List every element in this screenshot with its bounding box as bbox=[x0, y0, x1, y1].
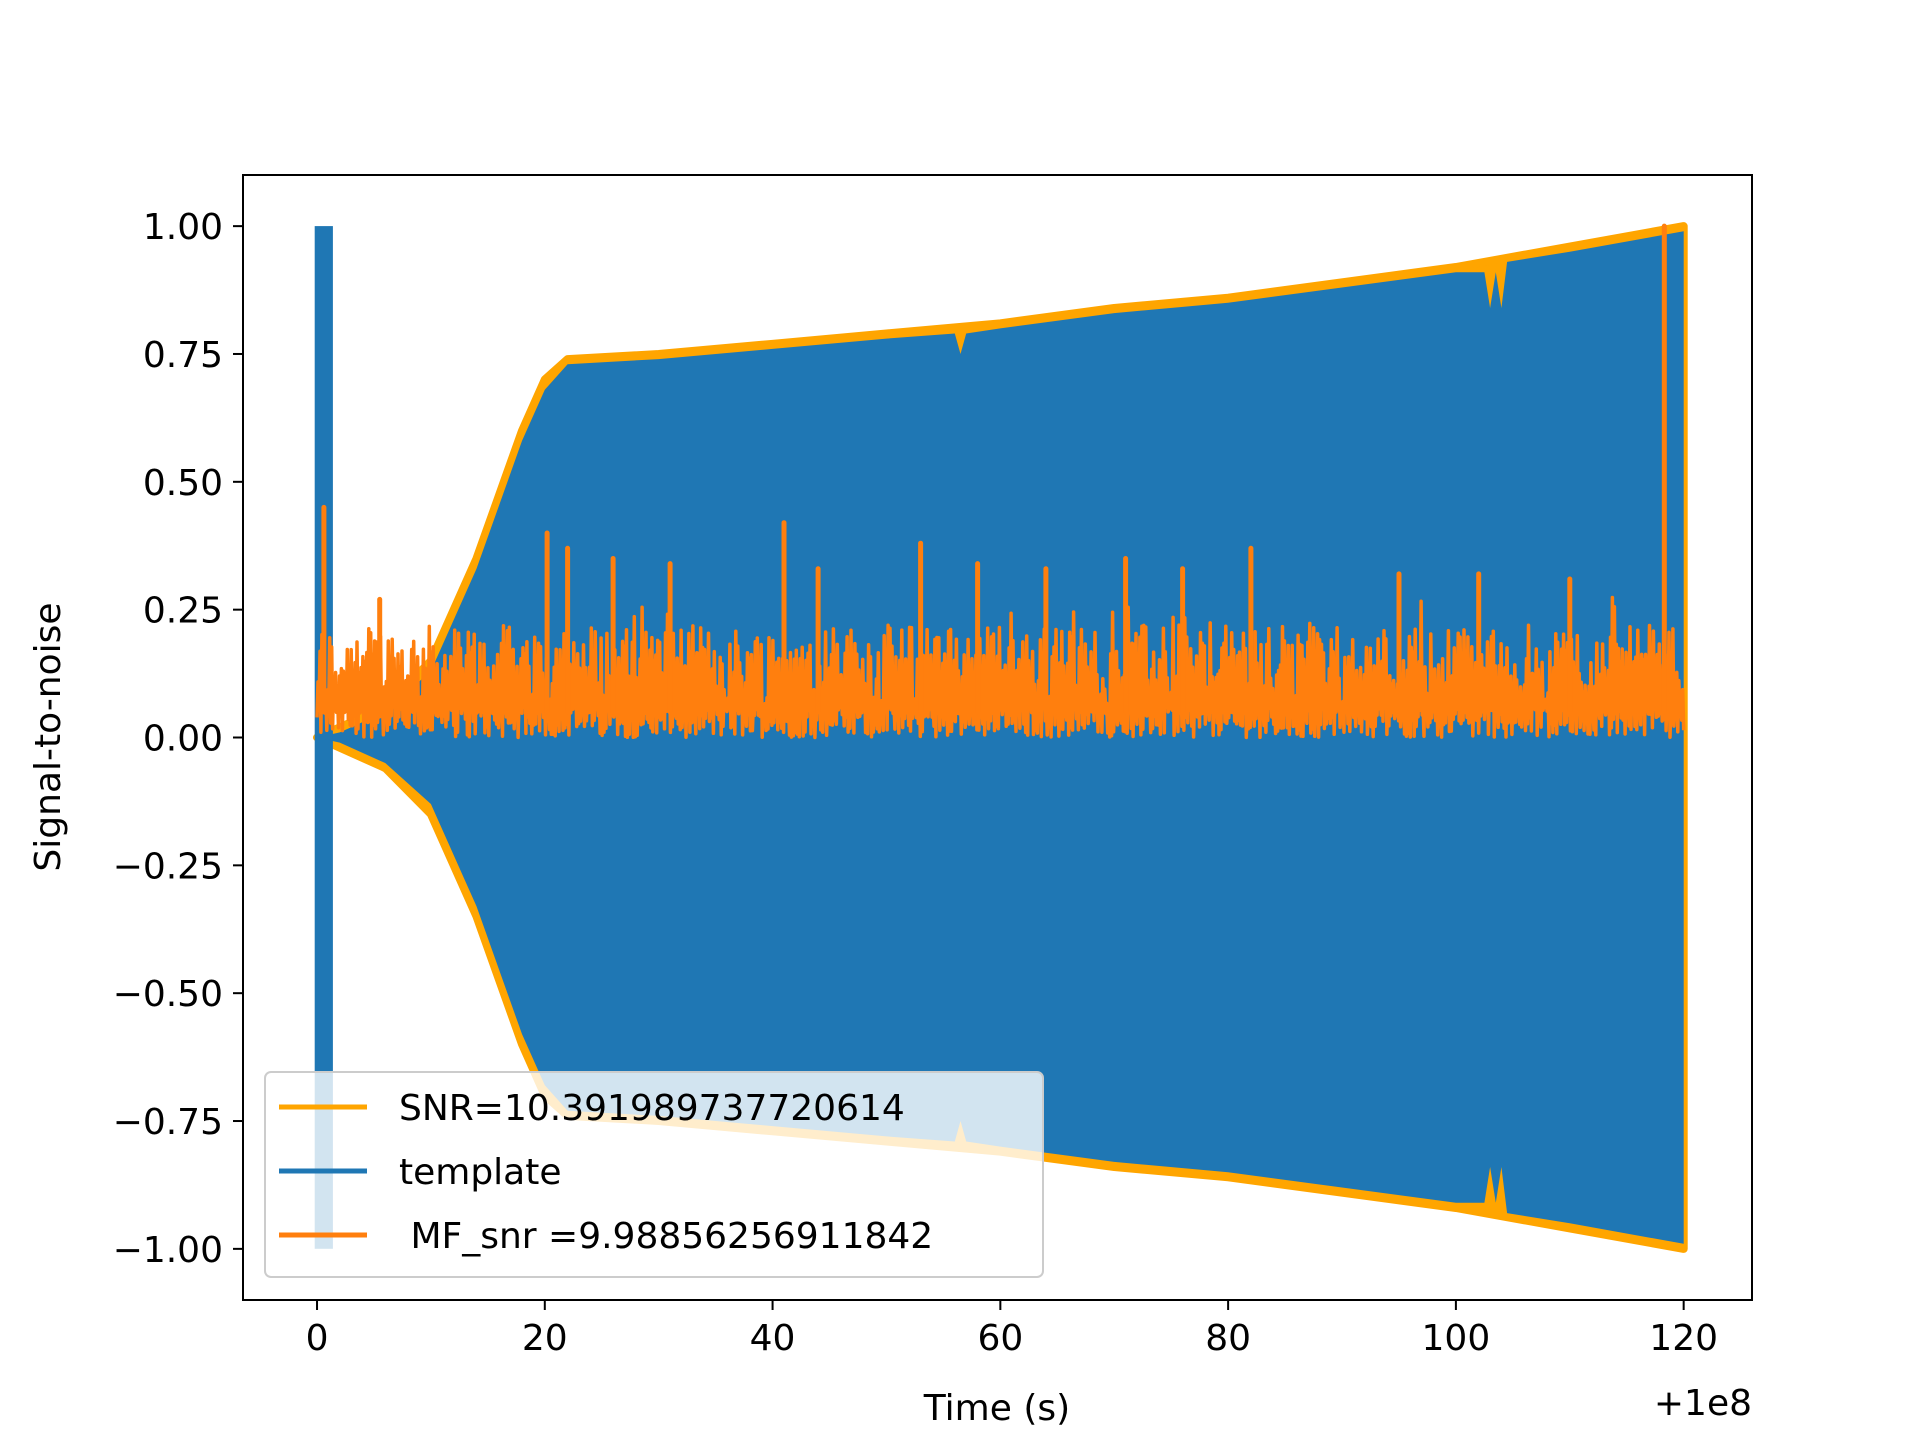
legend: SNR=10.391989737720614 template MF_snr =… bbox=[264, 1071, 1044, 1278]
x-tick-label: 40 bbox=[750, 1318, 796, 1359]
x-tick-label: 60 bbox=[977, 1318, 1023, 1359]
y-tick-label: −1.00 bbox=[113, 1230, 223, 1271]
x-tick-label: 20 bbox=[522, 1318, 568, 1359]
legend-label-snr: SNR=10.391989737720614 bbox=[399, 1088, 905, 1129]
x-tick-label: 0 bbox=[306, 1318, 329, 1359]
y-tick-label: −0.50 bbox=[113, 974, 223, 1015]
y-tick-label: 0.75 bbox=[143, 335, 223, 376]
x-tick-label: 80 bbox=[1205, 1318, 1251, 1359]
x-offset-label: +1e8 bbox=[1654, 1383, 1752, 1424]
x-tick-label: 120 bbox=[1649, 1318, 1718, 1359]
legend-frame bbox=[264, 1071, 1044, 1278]
y-tick-label: 0.50 bbox=[143, 463, 223, 504]
x-axis-label: Time (s) bbox=[923, 1388, 1070, 1429]
y-tick-label: 0.00 bbox=[143, 719, 223, 760]
y-tick-label: −0.25 bbox=[113, 846, 223, 887]
plot-area bbox=[313, 222, 1688, 1253]
y-tick-label: 0.25 bbox=[143, 591, 223, 632]
series-template-envelope bbox=[317, 231, 1684, 1244]
y-axis: 1.00 0.75 0.50 0.25 0.00 −0.25 −0.50 −0.75 −1.00 bbox=[113, 207, 243, 1271]
y-axis-label: Signal-to-noise bbox=[28, 602, 69, 871]
x-axis: 0 20 40 60 80 100 120 bbox=[306, 1300, 1718, 1359]
legend-label-template: template bbox=[399, 1152, 562, 1193]
series-template-spike bbox=[314, 226, 333, 1249]
y-tick-label: −0.75 bbox=[113, 1102, 223, 1143]
x-tick-label: 100 bbox=[1422, 1318, 1491, 1359]
y-tick-label: 1.00 bbox=[143, 207, 223, 248]
legend-label-mf-snr: MF_snr =9.98856256911842 bbox=[399, 1216, 933, 1257]
